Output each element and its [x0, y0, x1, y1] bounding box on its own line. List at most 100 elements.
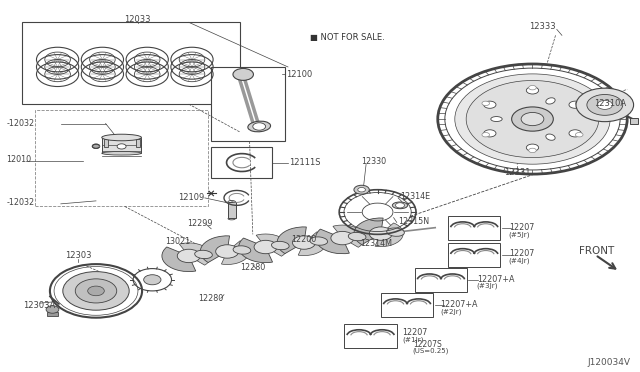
- Wedge shape: [333, 225, 365, 247]
- Bar: [630, 118, 638, 124]
- Circle shape: [529, 148, 536, 153]
- Circle shape: [92, 144, 100, 148]
- Wedge shape: [162, 247, 196, 272]
- Text: (#4Jr): (#4Jr): [509, 257, 531, 264]
- Text: 12280: 12280: [240, 263, 265, 272]
- Bar: [22, 22, 240, 104]
- Text: 12109: 12109: [178, 193, 204, 202]
- Circle shape: [117, 144, 126, 149]
- Text: 12200: 12200: [291, 235, 316, 244]
- Circle shape: [466, 80, 599, 158]
- Wedge shape: [354, 218, 383, 245]
- Text: 12331: 12331: [504, 169, 531, 177]
- Text: 12303: 12303: [65, 251, 92, 260]
- Circle shape: [455, 74, 610, 164]
- Circle shape: [396, 203, 404, 208]
- Ellipse shape: [392, 202, 408, 209]
- Wedge shape: [200, 236, 230, 263]
- Text: (#1Jr): (#1Jr): [402, 336, 424, 343]
- Ellipse shape: [102, 134, 141, 141]
- Circle shape: [233, 68, 253, 80]
- Text: 12207+A: 12207+A: [440, 300, 478, 309]
- Wedge shape: [256, 234, 288, 256]
- Ellipse shape: [491, 116, 502, 122]
- Circle shape: [254, 240, 277, 254]
- Text: -12032: -12032: [6, 119, 35, 128]
- Ellipse shape: [310, 237, 328, 245]
- Bar: [136, 139, 140, 147]
- Text: 12100: 12100: [286, 70, 312, 79]
- Wedge shape: [298, 232, 326, 256]
- Ellipse shape: [102, 151, 141, 155]
- Circle shape: [46, 306, 59, 313]
- Ellipse shape: [546, 134, 555, 140]
- Wedge shape: [277, 227, 307, 254]
- Ellipse shape: [387, 228, 404, 236]
- Bar: [415, 268, 467, 292]
- Circle shape: [529, 86, 536, 90]
- Ellipse shape: [546, 98, 555, 104]
- Circle shape: [482, 101, 490, 106]
- Text: 12299: 12299: [187, 219, 212, 228]
- Text: (#5Jr): (#5Jr): [509, 231, 531, 238]
- Circle shape: [521, 112, 544, 126]
- Circle shape: [576, 88, 634, 122]
- Circle shape: [575, 101, 583, 106]
- Text: FRONT: FRONT: [579, 246, 614, 256]
- Ellipse shape: [348, 232, 366, 241]
- Text: 12333: 12333: [529, 22, 556, 31]
- Bar: [35, 110, 208, 206]
- Bar: [211, 147, 272, 178]
- Text: 12310A: 12310A: [594, 99, 626, 108]
- Text: 13021: 13021: [165, 237, 190, 246]
- Bar: [47, 312, 58, 316]
- Ellipse shape: [271, 241, 289, 250]
- Ellipse shape: [248, 121, 271, 132]
- Text: ■ NOT FOR SALE.: ■ NOT FOR SALE.: [310, 33, 385, 42]
- Wedge shape: [221, 241, 250, 264]
- Text: 12207: 12207: [402, 328, 428, 337]
- Bar: [448, 216, 500, 240]
- Circle shape: [587, 94, 623, 115]
- Text: 12207: 12207: [509, 223, 534, 232]
- Circle shape: [253, 123, 266, 130]
- Circle shape: [88, 286, 104, 296]
- Text: 12330: 12330: [362, 157, 387, 166]
- Text: 12111S: 12111S: [289, 158, 321, 167]
- Circle shape: [292, 236, 316, 249]
- Bar: [104, 139, 108, 147]
- Text: (#2Jr): (#2Jr): [440, 308, 462, 315]
- Bar: [211, 67, 285, 141]
- Text: 12314M: 12314M: [360, 239, 392, 248]
- Text: 12033: 12033: [124, 15, 151, 24]
- Circle shape: [358, 187, 365, 192]
- Text: (#3Jr): (#3Jr): [477, 282, 499, 289]
- Wedge shape: [179, 243, 211, 265]
- Circle shape: [144, 275, 161, 285]
- Text: -12032: -12032: [6, 198, 35, 207]
- Circle shape: [76, 279, 116, 303]
- Circle shape: [575, 132, 583, 137]
- Circle shape: [354, 185, 369, 194]
- Ellipse shape: [233, 246, 251, 254]
- Circle shape: [597, 100, 612, 109]
- Bar: [344, 324, 397, 348]
- Circle shape: [569, 101, 581, 108]
- Text: 12315N: 12315N: [398, 217, 429, 226]
- Circle shape: [484, 101, 496, 108]
- Text: 12207: 12207: [509, 249, 534, 258]
- Text: 12010: 12010: [6, 155, 31, 164]
- Bar: [228, 202, 236, 218]
- Ellipse shape: [195, 250, 212, 259]
- Circle shape: [484, 130, 496, 137]
- Circle shape: [526, 144, 539, 151]
- Text: 12303A: 12303A: [24, 301, 56, 310]
- Bar: [448, 243, 500, 267]
- Circle shape: [63, 272, 129, 310]
- Text: 12207S: 12207S: [413, 340, 442, 349]
- Bar: [102, 138, 141, 153]
- Circle shape: [177, 249, 200, 263]
- Circle shape: [331, 231, 354, 245]
- Text: (US=0.25): (US=0.25): [413, 347, 449, 354]
- Text: J120034V: J120034V: [588, 358, 630, 367]
